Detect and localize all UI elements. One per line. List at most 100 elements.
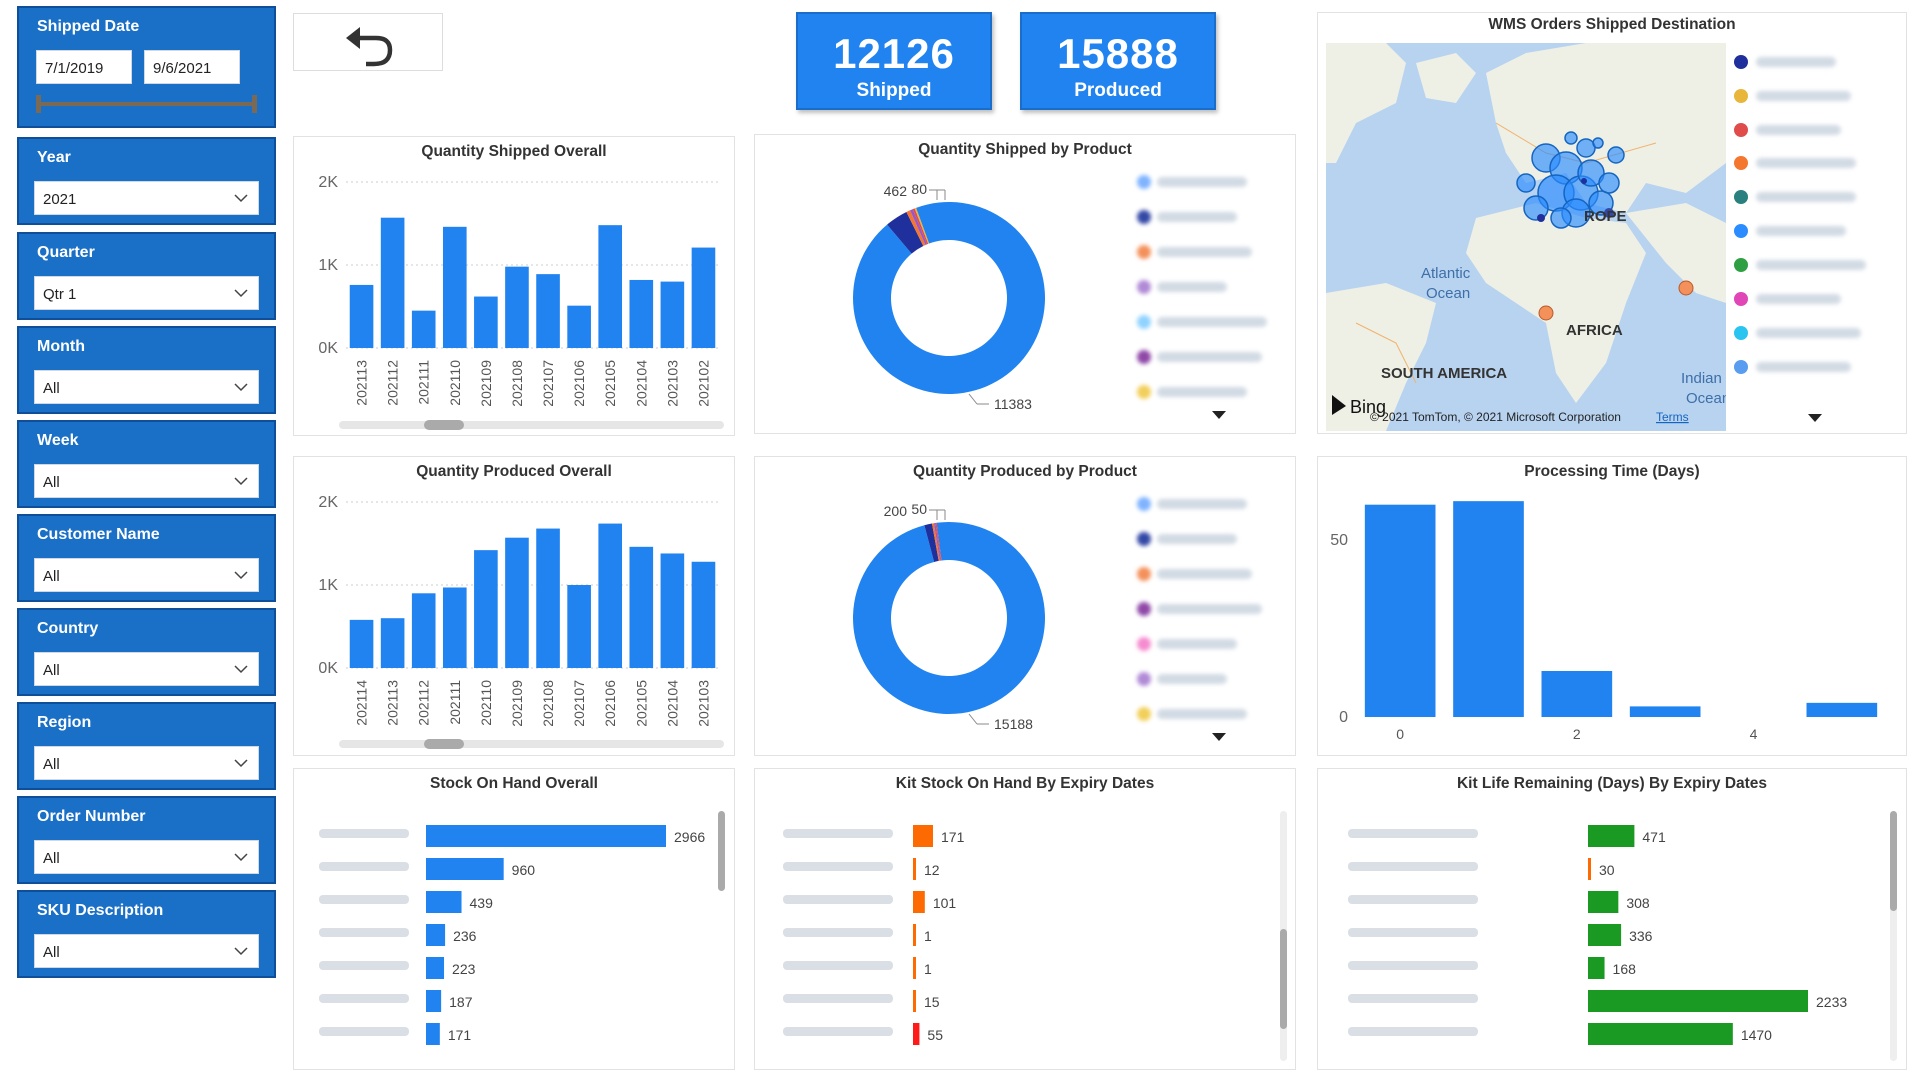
bar[interactable] xyxy=(913,1023,920,1045)
bar[interactable] xyxy=(567,585,591,668)
legend-scroll-down-icon[interactable] xyxy=(1211,410,1227,420)
row-label-blurred xyxy=(783,1027,893,1036)
bar[interactable] xyxy=(536,528,560,668)
bar[interactable] xyxy=(426,990,442,1012)
region-dropdown[interactable]: All xyxy=(34,746,259,780)
bar[interactable] xyxy=(426,891,462,913)
donut-slice[interactable] xyxy=(914,207,930,244)
bar[interactable] xyxy=(1588,1023,1733,1045)
year-dropdown[interactable]: 2021 xyxy=(34,181,259,215)
legend-dot xyxy=(1734,55,1748,69)
x-tick-label: 202114 xyxy=(354,680,370,726)
bar[interactable] xyxy=(349,284,374,348)
bar[interactable] xyxy=(913,924,916,946)
bar[interactable] xyxy=(1541,671,1613,717)
date-from-input[interactable]: 7/1/2019 xyxy=(36,50,132,84)
bar[interactable] xyxy=(442,226,467,348)
country-dropdown[interactable]: All xyxy=(34,652,259,686)
customer-dropdown[interactable]: All xyxy=(34,558,259,592)
bar[interactable] xyxy=(1806,702,1878,717)
vertical-scrollbar-thumb[interactable] xyxy=(1890,811,1897,911)
horizontal-scrollbar[interactable] xyxy=(339,421,724,429)
bar[interactable] xyxy=(411,593,436,668)
donut-slice[interactable] xyxy=(906,210,926,247)
legend-dot xyxy=(1734,326,1748,340)
data-label: 1470 xyxy=(1741,1027,1772,1043)
bar[interactable] xyxy=(426,1023,440,1045)
month-dropdown[interactable]: All xyxy=(34,370,259,404)
bar[interactable] xyxy=(567,305,591,348)
chart-kit-stock-expiry: 171 12 101 1 1 15 55 xyxy=(783,825,965,1045)
bar[interactable] xyxy=(426,858,504,880)
donut-slice[interactable] xyxy=(853,522,1045,714)
horizontal-scrollbar[interactable] xyxy=(339,740,724,748)
data-label: 171 xyxy=(941,829,965,845)
map-terms-link[interactable]: Terms xyxy=(1656,410,1689,424)
bar[interactable] xyxy=(536,274,560,348)
bar[interactable] xyxy=(1453,501,1524,717)
bar[interactable] xyxy=(505,537,529,668)
bar[interactable] xyxy=(913,858,916,880)
legend-dot xyxy=(1137,707,1151,721)
sku-dropdown[interactable]: All xyxy=(34,934,259,968)
bar[interactable] xyxy=(349,619,374,668)
bar[interactable] xyxy=(913,825,933,847)
bar[interactable] xyxy=(442,587,467,668)
bar[interactable] xyxy=(660,553,685,668)
vertical-scrollbar-thumb[interactable] xyxy=(718,811,725,891)
bar[interactable] xyxy=(380,618,405,668)
vertical-scrollbar-thumb[interactable] xyxy=(1280,929,1287,1029)
bar[interactable] xyxy=(474,296,498,348)
bar[interactable] xyxy=(1588,825,1635,847)
order-dropdown[interactable]: All xyxy=(34,840,259,874)
legend-scroll-down-icon[interactable] xyxy=(1211,732,1227,742)
bar[interactable] xyxy=(411,310,436,348)
bar[interactable] xyxy=(691,247,716,348)
bar[interactable] xyxy=(660,281,685,348)
donut-slice[interactable] xyxy=(933,522,941,561)
bar[interactable] xyxy=(380,217,405,348)
bar[interactable] xyxy=(629,546,654,668)
bar[interactable] xyxy=(1364,504,1436,717)
date-range-handle-end[interactable] xyxy=(252,95,257,113)
data-label: 30 xyxy=(1599,862,1615,878)
bar[interactable] xyxy=(913,957,916,979)
bar[interactable] xyxy=(1588,891,1619,913)
bar[interactable] xyxy=(1588,858,1591,880)
donut-slice[interactable] xyxy=(910,209,928,245)
week-dropdown[interactable]: All xyxy=(34,464,259,498)
bar[interactable] xyxy=(426,924,446,946)
bar[interactable] xyxy=(1588,957,1605,979)
bar[interactable] xyxy=(629,279,654,348)
bar[interactable] xyxy=(598,523,623,668)
bar[interactable] xyxy=(913,990,916,1012)
scrollbar-thumb[interactable] xyxy=(424,420,464,430)
donut-data-label: 200 xyxy=(884,503,908,519)
bar[interactable] xyxy=(426,825,666,847)
map-canvas[interactable]: Atlantic Ocean ROPE AFRICA SOUTH AMERICA… xyxy=(1326,43,1726,431)
bar[interactable] xyxy=(1588,924,1622,946)
scrollbar-thumb[interactable] xyxy=(424,739,464,749)
data-label: 471 xyxy=(1642,829,1666,845)
donut-slice[interactable] xyxy=(853,202,1045,394)
bar[interactable] xyxy=(1629,706,1701,717)
bar[interactable] xyxy=(691,561,716,668)
vertical-scrollbar[interactable] xyxy=(1890,811,1897,1061)
bar[interactable] xyxy=(474,550,498,668)
bar[interactable] xyxy=(505,266,529,348)
quarter-dropdown[interactable]: Qtr 1 xyxy=(34,276,259,310)
bar[interactable] xyxy=(598,225,623,348)
bar[interactable] xyxy=(1588,990,1808,1012)
donut-slice[interactable] xyxy=(924,523,939,562)
back-button[interactable] xyxy=(293,13,443,71)
donut-slice[interactable] xyxy=(912,208,929,245)
date-to-input[interactable]: 9/6/2021 xyxy=(144,50,240,84)
bar[interactable] xyxy=(913,891,925,913)
bar[interactable] xyxy=(426,957,445,979)
donut-slice[interactable] xyxy=(887,211,924,254)
legend-scroll-down-icon[interactable] xyxy=(1807,413,1823,423)
date-range-handle-start[interactable] xyxy=(36,95,41,113)
donut-slice[interactable] xyxy=(931,523,940,561)
donut-slice[interactable] xyxy=(935,522,942,561)
data-label: 1 xyxy=(924,961,932,977)
